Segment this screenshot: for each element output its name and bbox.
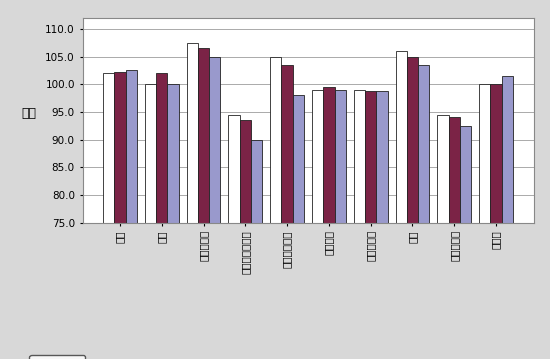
Bar — [407, 57, 418, 359]
Bar — [186, 43, 198, 359]
Bar — [209, 57, 221, 359]
Bar — [125, 70, 137, 359]
Bar — [395, 51, 407, 359]
Bar — [334, 90, 346, 359]
Bar — [491, 84, 502, 359]
Bar — [437, 115, 449, 359]
Bar — [156, 73, 167, 359]
Bar — [251, 140, 262, 359]
Legend: 津市, 三重県, 全国: 津市, 三重県, 全国 — [30, 355, 85, 359]
Bar — [145, 84, 156, 359]
Bar — [460, 126, 471, 359]
Bar — [198, 48, 209, 359]
Y-axis label: 指数: 指数 — [21, 107, 36, 120]
Bar — [114, 72, 125, 359]
Bar — [270, 57, 282, 359]
Bar — [282, 65, 293, 359]
Bar — [293, 95, 304, 359]
Bar — [418, 65, 430, 359]
Bar — [376, 91, 388, 359]
Bar — [365, 91, 376, 359]
Bar — [103, 73, 114, 359]
Bar — [323, 87, 334, 359]
Bar — [354, 90, 365, 359]
Bar — [167, 84, 179, 359]
Bar — [312, 90, 323, 359]
Bar — [502, 76, 513, 359]
Bar — [449, 117, 460, 359]
Bar — [228, 115, 240, 359]
Bar — [479, 84, 491, 359]
Bar — [240, 120, 251, 359]
